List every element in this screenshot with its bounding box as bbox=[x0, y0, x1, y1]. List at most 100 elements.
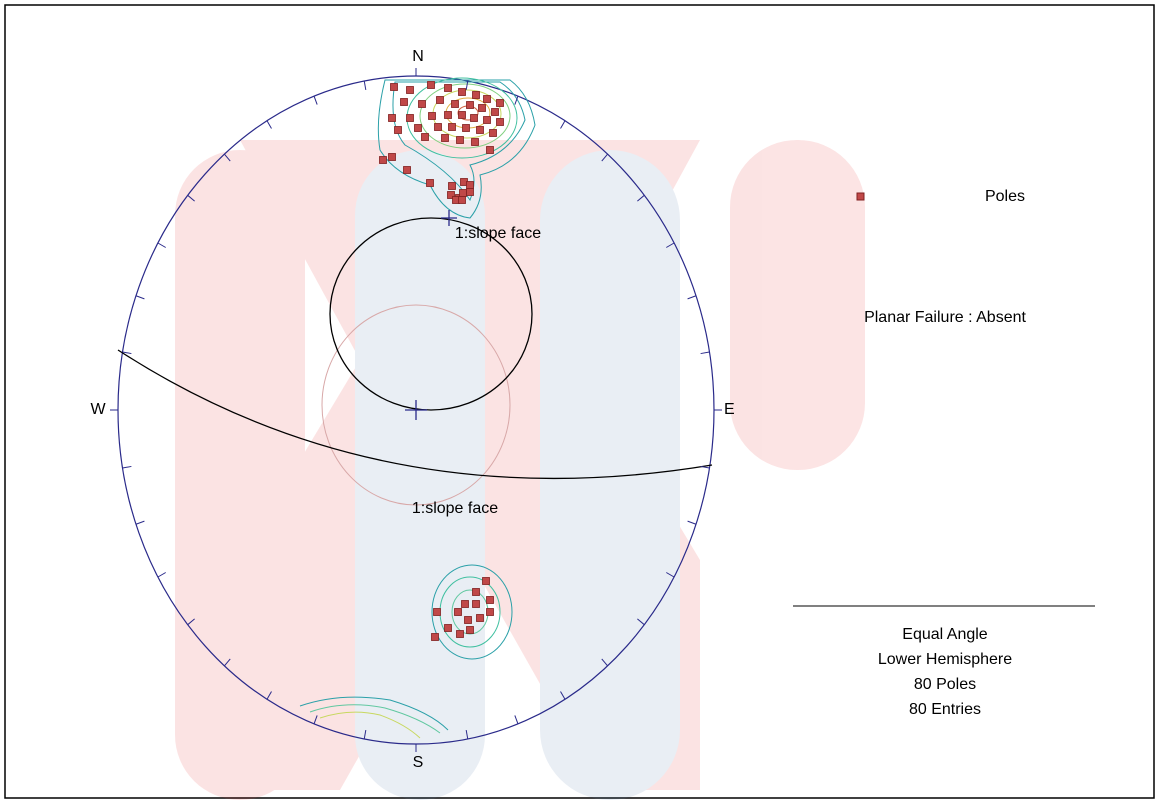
pole bbox=[458, 196, 466, 204]
tick bbox=[224, 153, 231, 162]
watermark bbox=[175, 140, 865, 800]
pole bbox=[466, 188, 474, 196]
pole bbox=[472, 588, 480, 596]
tick bbox=[157, 242, 166, 248]
info-line: Equal Angle bbox=[902, 626, 988, 643]
pole bbox=[496, 118, 504, 126]
tick bbox=[122, 351, 132, 355]
south-label: S bbox=[413, 754, 424, 771]
north-label: N bbox=[412, 48, 424, 65]
east-label: E bbox=[724, 401, 735, 418]
pole bbox=[428, 112, 436, 120]
pole bbox=[478, 104, 486, 112]
pole bbox=[444, 111, 452, 119]
pole bbox=[448, 182, 456, 190]
pole bbox=[431, 633, 439, 641]
info-line: Lower Hemisphere bbox=[878, 651, 1012, 668]
plane-label: 1:slope face bbox=[455, 225, 541, 242]
pole bbox=[489, 129, 497, 137]
pole bbox=[447, 191, 455, 199]
legend-pole-symbol bbox=[856, 192, 865, 201]
pole bbox=[451, 100, 459, 108]
pole bbox=[421, 133, 429, 141]
tick bbox=[465, 729, 469, 740]
info-line: 80 Entries bbox=[909, 701, 981, 718]
tick bbox=[687, 295, 697, 300]
pole bbox=[458, 111, 466, 119]
tick bbox=[666, 242, 675, 248]
pole bbox=[483, 116, 491, 124]
tick bbox=[313, 715, 318, 725]
pole bbox=[462, 124, 470, 132]
tick bbox=[363, 729, 367, 740]
tick bbox=[363, 80, 367, 91]
tick bbox=[266, 691, 272, 700]
tick bbox=[135, 520, 145, 525]
tick bbox=[560, 120, 566, 129]
pole bbox=[448, 123, 456, 131]
info-line: 80 Poles bbox=[914, 676, 976, 693]
tick bbox=[666, 572, 675, 578]
pole bbox=[454, 608, 462, 616]
pole bbox=[441, 134, 449, 142]
pole bbox=[388, 114, 396, 122]
west-label: W bbox=[90, 401, 106, 418]
friction-cone bbox=[321, 304, 511, 506]
tick bbox=[266, 120, 272, 129]
tick bbox=[187, 618, 195, 626]
pole bbox=[418, 100, 426, 108]
pole bbox=[433, 608, 441, 616]
analysis-label: Planar Failure : Absent bbox=[864, 309, 1026, 326]
pole bbox=[496, 99, 504, 107]
tick bbox=[700, 465, 710, 469]
pole bbox=[444, 624, 452, 632]
tick bbox=[560, 691, 566, 700]
pole bbox=[436, 96, 444, 104]
pole bbox=[403, 166, 411, 174]
pole bbox=[406, 86, 414, 94]
tick bbox=[313, 95, 318, 105]
tick bbox=[122, 465, 132, 469]
pole bbox=[400, 98, 408, 106]
pole bbox=[444, 84, 452, 92]
tick bbox=[601, 153, 608, 162]
pole bbox=[427, 81, 435, 89]
pole bbox=[458, 88, 466, 96]
pole bbox=[486, 608, 494, 616]
daylight-envelope bbox=[329, 217, 533, 411]
pole bbox=[472, 600, 480, 608]
pole bbox=[426, 179, 434, 187]
tick bbox=[157, 572, 166, 578]
plane-label: 1:slope face bbox=[412, 500, 498, 517]
pole bbox=[486, 146, 494, 154]
pole bbox=[472, 91, 480, 99]
tick bbox=[187, 194, 195, 202]
pole bbox=[466, 101, 474, 109]
pole bbox=[394, 126, 402, 134]
legend-label: Poles bbox=[985, 188, 1025, 205]
pole bbox=[461, 600, 469, 608]
pole bbox=[486, 596, 494, 604]
frame bbox=[4, 4, 1155, 799]
pole bbox=[456, 630, 464, 638]
pole bbox=[466, 181, 474, 189]
pole bbox=[482, 577, 490, 585]
tick bbox=[687, 520, 697, 525]
pole bbox=[464, 616, 472, 624]
tick bbox=[637, 618, 645, 626]
tick bbox=[700, 351, 710, 355]
pole bbox=[459, 189, 467, 197]
contours bbox=[299, 77, 536, 739]
slope-great-circle bbox=[117, 349, 713, 480]
pole bbox=[466, 626, 474, 634]
pole bbox=[388, 153, 396, 161]
pole bbox=[379, 156, 387, 164]
tick bbox=[224, 658, 231, 667]
crosshairs bbox=[405, 210, 457, 420]
tick bbox=[135, 295, 145, 300]
tick bbox=[465, 80, 469, 91]
pole bbox=[406, 114, 414, 122]
pole bbox=[483, 95, 491, 103]
pole bbox=[390, 83, 398, 91]
